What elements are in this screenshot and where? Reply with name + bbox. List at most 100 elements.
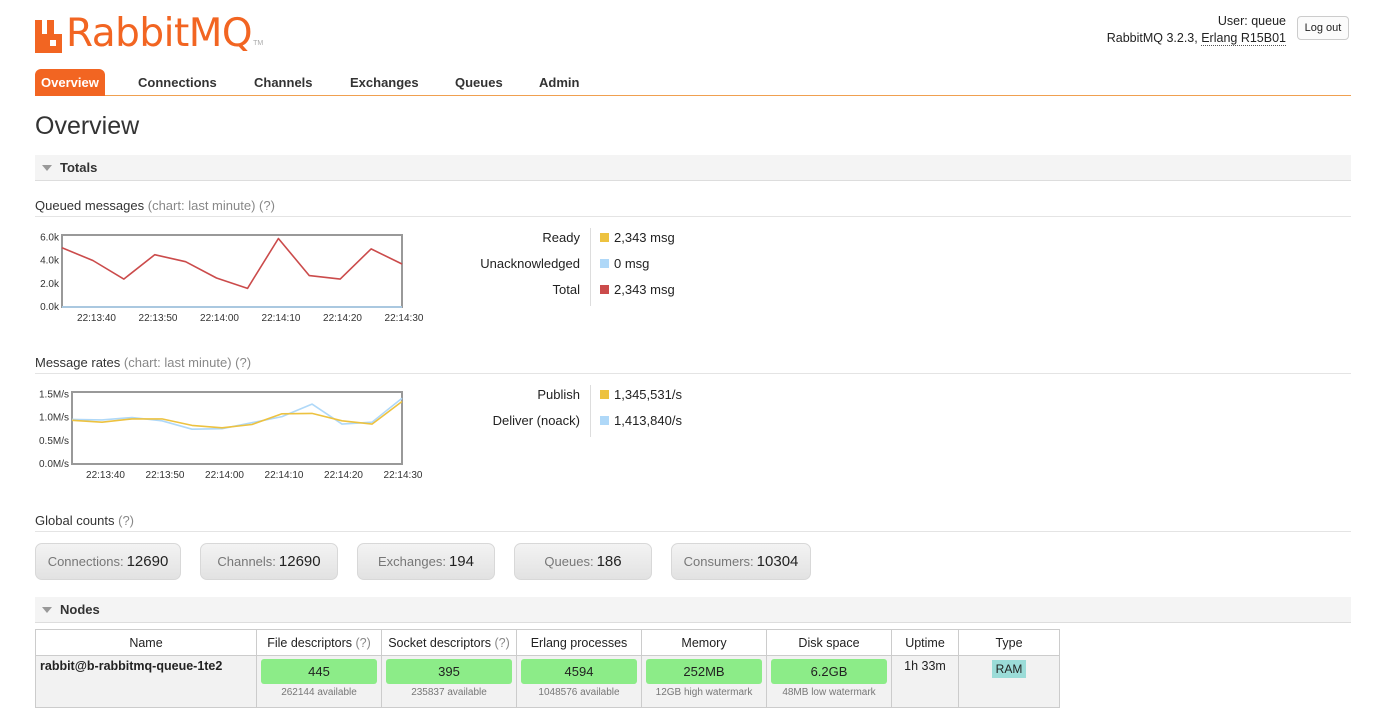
logout-button[interactable]: Log out (1297, 16, 1349, 40)
queued-messages-title: Queued messages (35, 198, 145, 213)
node-type: RAM (958, 655, 1060, 708)
count-label: Channels: (217, 554, 276, 569)
tab-queues[interactable]: Queues (455, 75, 503, 90)
node-erlang-processes: 4594 1048576 available (516, 655, 642, 708)
sd-help[interactable]: (?) (494, 635, 510, 650)
count-value: 186 (596, 553, 622, 570)
queued-messages-heading: Queued messages (chart: last minute) (?) (35, 198, 1351, 217)
legend-value: 0 msg (614, 256, 650, 271)
node-name-link[interactable]: rabbit@b-rabbitmq-queue-1te2 (35, 655, 257, 708)
col-disk-space: Disk space (766, 629, 892, 656)
tab-exchanges[interactable]: Exchanges (350, 75, 419, 90)
disk-bar: 6.2GB (771, 659, 887, 684)
legend-label: Ready (542, 230, 580, 245)
version-line: RabbitMQ 3.2.3, Erlang R15B01 (1107, 30, 1286, 47)
col-memory: Memory (641, 629, 767, 656)
plot-area (71, 391, 403, 465)
table-row: rabbit@b-rabbitmq-queue-1te2 445 262144 … (35, 655, 1060, 708)
count-label: Consumers: (683, 554, 754, 569)
x-tick-label: 22:14:10 (262, 313, 301, 324)
queued-messages-chart-note[interactable]: (chart: last minute) (?) (147, 198, 275, 213)
col-name: Name (35, 629, 257, 656)
totals-section-label: Totals (60, 160, 98, 175)
x-tick-label: 22:13:50 (146, 470, 185, 481)
nodes-section-label: Nodes (60, 602, 100, 617)
legend-swatch (600, 259, 609, 268)
rabbitmq-logo[interactable]: RabbitMQ TM (35, 13, 263, 53)
x-tick-label: 22:14:30 (384, 470, 423, 481)
count-queues[interactable]: Queues: 186 (514, 543, 652, 580)
tab-admin[interactable]: Admin (539, 75, 580, 90)
sd-available: 235837 available (411, 687, 487, 698)
tab-overview[interactable]: Overview (35, 69, 105, 96)
nodes-section-toggle[interactable]: Nodes (35, 597, 1351, 623)
count-value: 10304 (756, 553, 799, 570)
page-title: Overview (35, 112, 140, 140)
y-tick-label: 0.0M/s (39, 459, 69, 470)
collapse-triangle-icon (42, 607, 52, 613)
legend-swatch (600, 416, 609, 425)
legend-swatch (600, 285, 609, 294)
legend-label: Publish (537, 387, 580, 402)
tab-channels[interactable]: Channels (254, 75, 313, 90)
count-label: Connections: (47, 554, 124, 569)
y-tick-label: 4.0k (40, 256, 60, 267)
erlang-version-link[interactable]: Erlang R15B01 (1201, 31, 1286, 46)
message-rates-heading: Message rates (chart: last minute) (?) (35, 355, 1351, 374)
message-rates-chart-note[interactable]: (chart: last minute) (?) (123, 355, 252, 370)
x-tick-label: 22:14:10 (265, 470, 304, 481)
ep-available: 1048576 available (538, 687, 620, 698)
fd-bar: 445 (261, 659, 377, 684)
count-exchanges[interactable]: Exchanges: 194 (357, 543, 495, 580)
totals-section-toggle[interactable]: Totals (35, 155, 1351, 181)
y-tick-label: 2.0k (40, 279, 60, 290)
message-rates-title: Message rates (35, 355, 121, 370)
y-tick-label: 1.0M/s (39, 413, 69, 424)
series-line-total (61, 237, 403, 290)
queued-messages-legend: Ready 2,343 msg Unacknowledged 0 msg Tot… (440, 228, 700, 306)
node-disk-space: 6.2GB 48MB low watermark (766, 655, 892, 708)
logo-trademark: TM (253, 40, 264, 47)
count-consumers[interactable]: Consumers: 10304 (671, 543, 811, 580)
legend-label: Unacknowledged (480, 256, 580, 271)
rabbitmq-version: RabbitMQ 3.2.3, (1106, 31, 1198, 45)
count-label: Queues: (544, 554, 594, 569)
legend-value: 1,413,840/s (614, 413, 682, 428)
node-memory: 252MB 12GB high watermark (641, 655, 767, 708)
plot-area (61, 234, 403, 308)
legend-swatch (600, 390, 609, 399)
count-connections[interactable]: Connections: 12690 (35, 543, 181, 580)
user-info: User: queue RabbitMQ 3.2.3, Erlang R15B0… (1107, 13, 1286, 47)
legend-value: 1,345,531/s (614, 387, 682, 402)
ep-bar: 4594 (521, 659, 637, 684)
fd-help[interactable]: (?) (355, 635, 371, 650)
legend-value: 2,343 msg (614, 282, 675, 297)
sd-bar: 395 (386, 659, 512, 684)
count-channels[interactable]: Channels: 12690 (200, 543, 338, 580)
collapse-triangle-icon (42, 165, 52, 171)
x-tick-label: 22:14:30 (385, 313, 424, 324)
y-tick-label: 0.5M/s (39, 436, 69, 447)
node-socket-descriptors: 395 235837 available (381, 655, 517, 708)
x-tick-label: 22:13:50 (139, 313, 178, 324)
logo-text: RabbitMQ (66, 11, 253, 56)
count-value: 12690 (126, 553, 169, 570)
main-nav: Overview Connections Channels Exchanges … (35, 69, 1351, 96)
table-header-row: Name File descriptors (?) Socket descrip… (35, 629, 1060, 656)
node-type-badge: RAM (991, 660, 1027, 678)
legend-value: 2,343 msg (614, 230, 675, 245)
count-label: Exchanges: (378, 554, 446, 569)
legend-label: Total (552, 282, 580, 297)
rabbit-logo-icon (35, 20, 62, 53)
tab-connections[interactable]: Connections (138, 75, 217, 90)
nodes-table: Name File descriptors (?) Socket descrip… (35, 629, 1060, 708)
x-tick-label: 22:14:20 (324, 470, 363, 481)
col-uptime: Uptime (891, 629, 959, 656)
x-tick-label: 22:13:40 (77, 313, 116, 324)
col-erlang-processes: Erlang processes (516, 629, 642, 656)
legend-row-unacknowledged: Unacknowledged 0 msg (440, 254, 700, 280)
count-value: 12690 (278, 553, 321, 570)
count-value: 194 (448, 553, 474, 570)
global-counts-help[interactable]: (?) (118, 513, 135, 528)
y-tick-label: 1.5M/s (39, 389, 69, 400)
